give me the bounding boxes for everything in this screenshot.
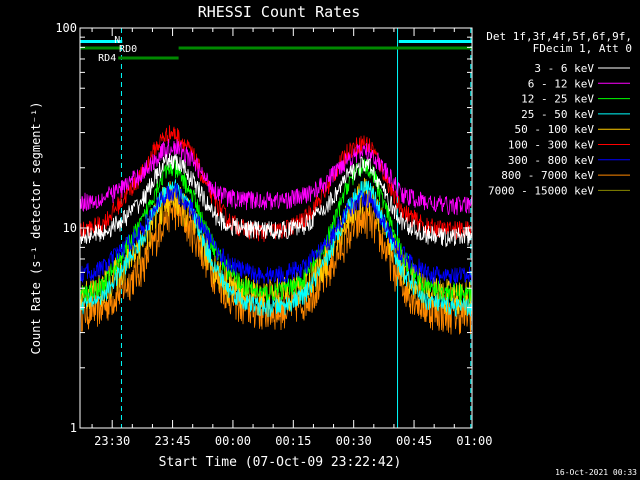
legend-header-2: FDecim 1, Att 0	[533, 42, 632, 55]
chart-title: RHESSI Count Rates	[198, 3, 361, 21]
y-axis-label: Count Rate (s⁻¹ detector segment⁻¹)	[29, 102, 43, 355]
legend-label: 3 - 6 keV	[534, 62, 594, 75]
x-tick-label: 23:45	[155, 434, 191, 448]
y-tick-label: 1	[70, 421, 77, 435]
legend-label: 100 - 300 keV	[508, 139, 594, 152]
x-tick-label: 00:45	[396, 434, 432, 448]
series-group	[80, 125, 472, 335]
legend-label: 7000 - 15000 keV	[488, 184, 594, 197]
series-line-0	[80, 153, 472, 248]
flag-n-label: N	[114, 35, 120, 46]
legend-label: 50 - 100 keV	[515, 123, 595, 136]
legend-label: 800 - 7000 keV	[501, 169, 594, 182]
legend-header-1: Det 1f,3f,4f,5f,6f,9f,	[486, 30, 632, 43]
legend-label: 25 - 50 keV	[521, 108, 594, 121]
x-tick-label: 00:15	[275, 434, 311, 448]
x-tick-label: 00:30	[336, 434, 372, 448]
series-line-6	[80, 182, 472, 285]
y-tick-label: 100	[55, 21, 77, 35]
timestamp: 16-Oct-2021 00:33	[555, 468, 637, 477]
legend: 3 - 6 keV 6 - 12 keV 12 - 25 keV 25 - 50 ke…	[488, 62, 630, 197]
series-line-1	[80, 138, 472, 216]
series-line-3	[80, 179, 472, 318]
flag-rd4-label: RD4	[98, 53, 116, 64]
x-axis-label: Start Time (07-Oct-09 23:22:42)	[159, 455, 402, 470]
series-line-2	[80, 158, 472, 303]
legend-label: 6 - 12 keV	[528, 77, 595, 90]
legend-label: 12 - 25 keV	[521, 93, 594, 106]
y-tick-label: 10	[63, 221, 77, 235]
x-tick-label: 00:00	[215, 434, 251, 448]
x-tick-label: 01:00	[456, 434, 492, 448]
x-tick-label: 23:30	[94, 434, 130, 448]
legend-label: 300 - 800 keV	[508, 154, 594, 167]
flag-rd0-label: RD0	[119, 44, 137, 55]
